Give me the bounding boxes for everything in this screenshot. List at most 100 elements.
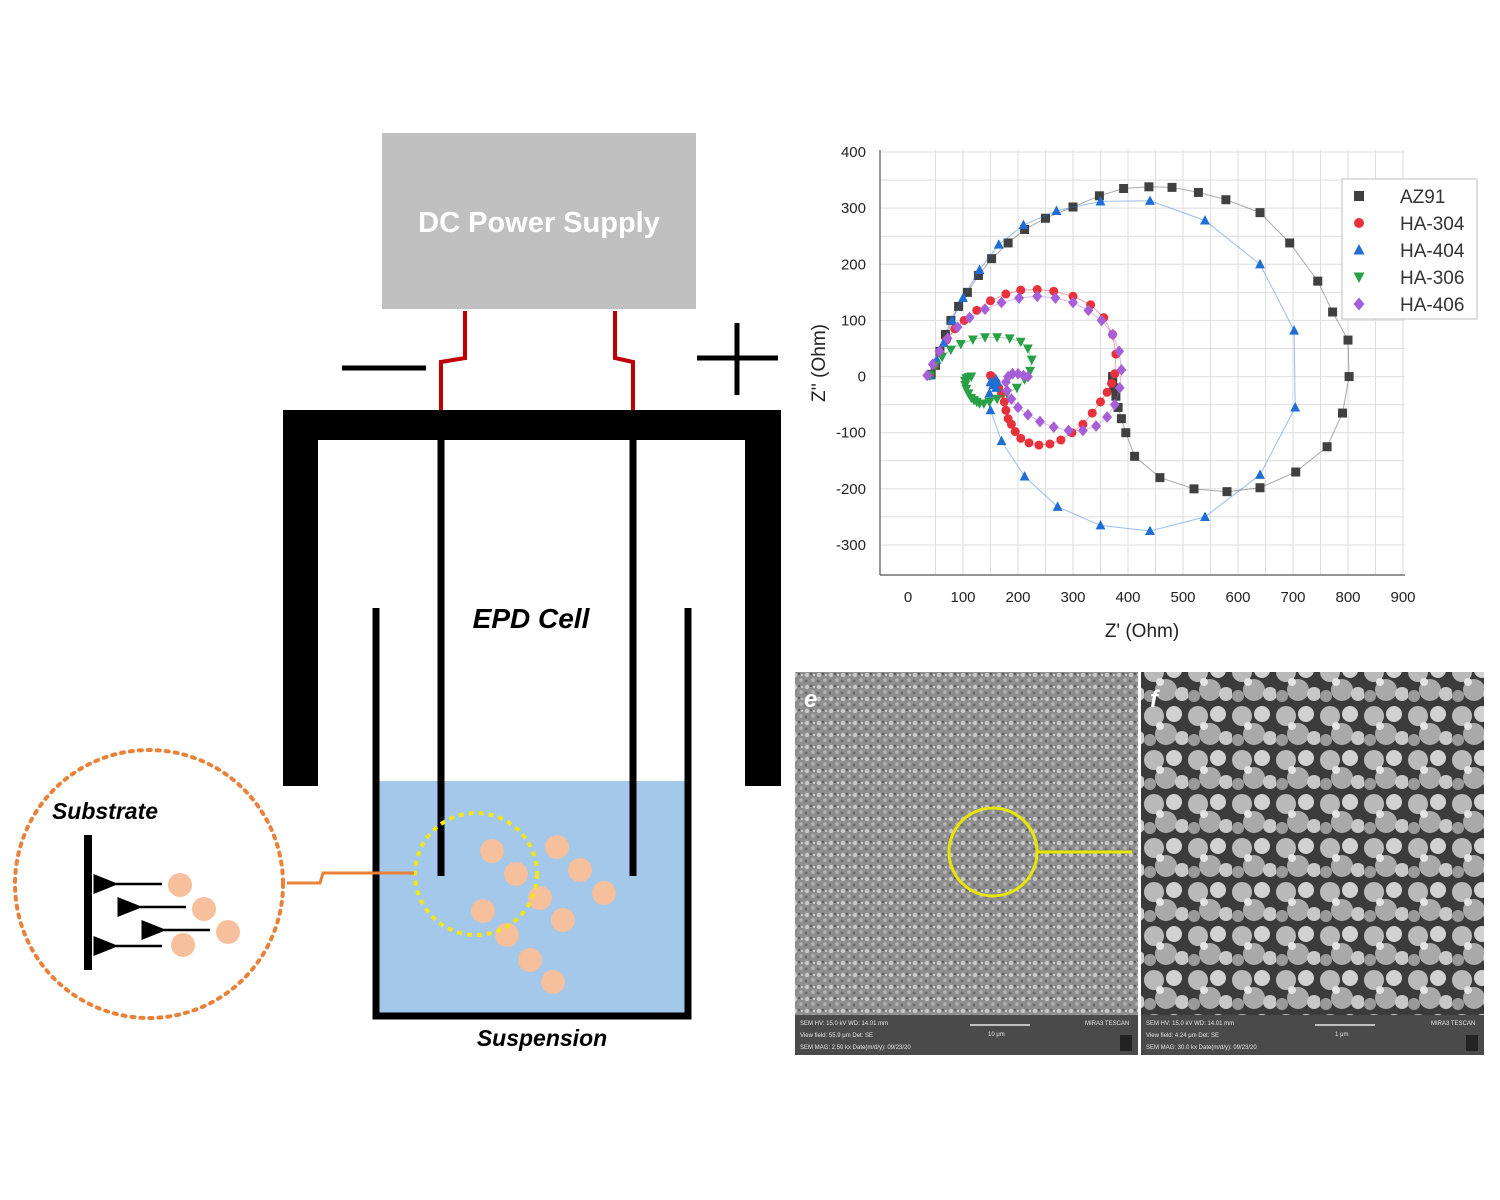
data-point <box>1130 451 1140 461</box>
sem-texture-coarse <box>1141 672 1484 1015</box>
sem-instrument-f: MIRA3 TESCAN <box>1431 1021 1475 1027</box>
data-point <box>1255 258 1265 269</box>
plus-sign-icon <box>697 323 778 395</box>
data-point <box>1022 370 1033 383</box>
data-point <box>1155 473 1165 483</box>
y-tick-label: 300 <box>841 200 866 217</box>
data-point <box>1034 440 1044 450</box>
legend-label: HA-306 <box>1400 268 1464 289</box>
series-ha-404 <box>925 195 1301 536</box>
data-point <box>1011 383 1022 394</box>
data-point <box>1013 401 1023 414</box>
data-point <box>993 239 1004 249</box>
legend-label: HA-304 <box>1400 214 1465 235</box>
data-point <box>1338 408 1347 418</box>
x-tick-label: 600 <box>1225 589 1250 606</box>
data-point <box>1144 182 1154 192</box>
data-point <box>1343 335 1353 345</box>
data-point <box>1018 369 1029 382</box>
detail-connector <box>287 871 414 885</box>
particle <box>551 908 575 932</box>
data-point <box>1107 378 1116 388</box>
epd-cell-label: EPD Cell <box>473 603 591 634</box>
data-point <box>1095 519 1106 530</box>
x-tick-label: 700 <box>1280 589 1305 606</box>
data-point <box>1083 304 1094 317</box>
chart-axes <box>879 150 1405 576</box>
data-point <box>954 301 964 311</box>
y-tick-label: -300 <box>836 537 866 554</box>
data-point <box>934 345 945 358</box>
data-point <box>1077 424 1088 437</box>
data-point <box>999 397 1009 407</box>
data-point <box>1035 415 1045 428</box>
data-point <box>1285 238 1295 248</box>
suspension-label: Suspension <box>477 1025 607 1051</box>
sem-panel-label-f: f <box>1150 686 1160 713</box>
data-point <box>927 358 938 371</box>
data-point <box>1119 183 1129 193</box>
chart-grid <box>880 150 1405 575</box>
data-point <box>996 435 1007 446</box>
data-point <box>1145 525 1155 536</box>
zoom-region-circle <box>413 811 539 937</box>
data-point <box>1200 511 1210 521</box>
data-point <box>1111 391 1121 401</box>
data-point <box>1255 483 1265 493</box>
data-point <box>1221 195 1231 205</box>
data-point <box>972 305 982 315</box>
data-point <box>947 315 957 325</box>
series-ha-406 <box>922 290 1127 437</box>
y-tick-label: 200 <box>841 256 866 273</box>
positive-wire <box>613 311 635 410</box>
particle <box>568 858 592 882</box>
sem-info-line-f-3: SEM MAG: 30.0 kx Date(m/d/y): 09/23/20 <box>1146 1045 1257 1051</box>
data-point <box>1291 467 1301 477</box>
data-point <box>980 303 990 316</box>
legend-marker <box>1353 272 1365 283</box>
data-point <box>996 296 1007 309</box>
sem-info-line-e-1: SEM HV: 15.0 kV WD: 14.01 mm <box>800 1021 888 1027</box>
data-point <box>1003 238 1013 248</box>
data-point <box>1255 208 1265 218</box>
data-point <box>1322 442 1332 452</box>
data-point <box>1068 291 1078 301</box>
legend-marker <box>1354 218 1364 228</box>
sem-image-f: f SEM HV: 15.0 kV WD: 14.01 mm View fiel… <box>1141 672 1484 1055</box>
data-point <box>955 339 966 350</box>
data-point <box>1145 195 1155 205</box>
particle <box>168 873 192 897</box>
data-point <box>940 329 950 339</box>
deposition-arrows <box>93 874 210 956</box>
data-point <box>1048 421 1059 433</box>
data-point <box>1113 402 1123 412</box>
data-point <box>1007 367 1018 380</box>
data-point <box>1016 433 1026 443</box>
data-point <box>1193 187 1203 197</box>
particle <box>171 933 195 957</box>
data-point <box>1041 213 1050 223</box>
sem-info-line-e-3: SEM MAG: 2.50 kx Date(m/d/y): 09/23/20 <box>800 1045 911 1051</box>
data-point <box>980 333 990 343</box>
data-point <box>1189 484 1199 494</box>
data-point <box>1109 398 1120 411</box>
data-point <box>1032 285 1042 295</box>
data-point <box>962 287 972 297</box>
data-point <box>985 404 996 415</box>
particle <box>528 886 552 910</box>
y-tick-label: -200 <box>836 481 866 498</box>
substrate-detail-circle <box>13 748 285 1020</box>
legend-label: HA-404 <box>1400 241 1465 262</box>
data-point <box>967 335 978 345</box>
data-point <box>1019 471 1030 481</box>
data-point <box>1016 285 1026 295</box>
series-line <box>930 186 1350 493</box>
sem-logo-e <box>1120 1035 1132 1051</box>
x-axis-label: Z' (Ohm) <box>1105 621 1179 642</box>
x-tick-labels: 0 100 200 300 400 500 600 700 800 900 <box>904 589 1416 606</box>
data-point <box>973 271 983 281</box>
particle <box>504 862 528 886</box>
data-point <box>1010 427 1020 437</box>
substrate-label: Substrate <box>52 798 158 824</box>
data-point <box>987 254 997 264</box>
